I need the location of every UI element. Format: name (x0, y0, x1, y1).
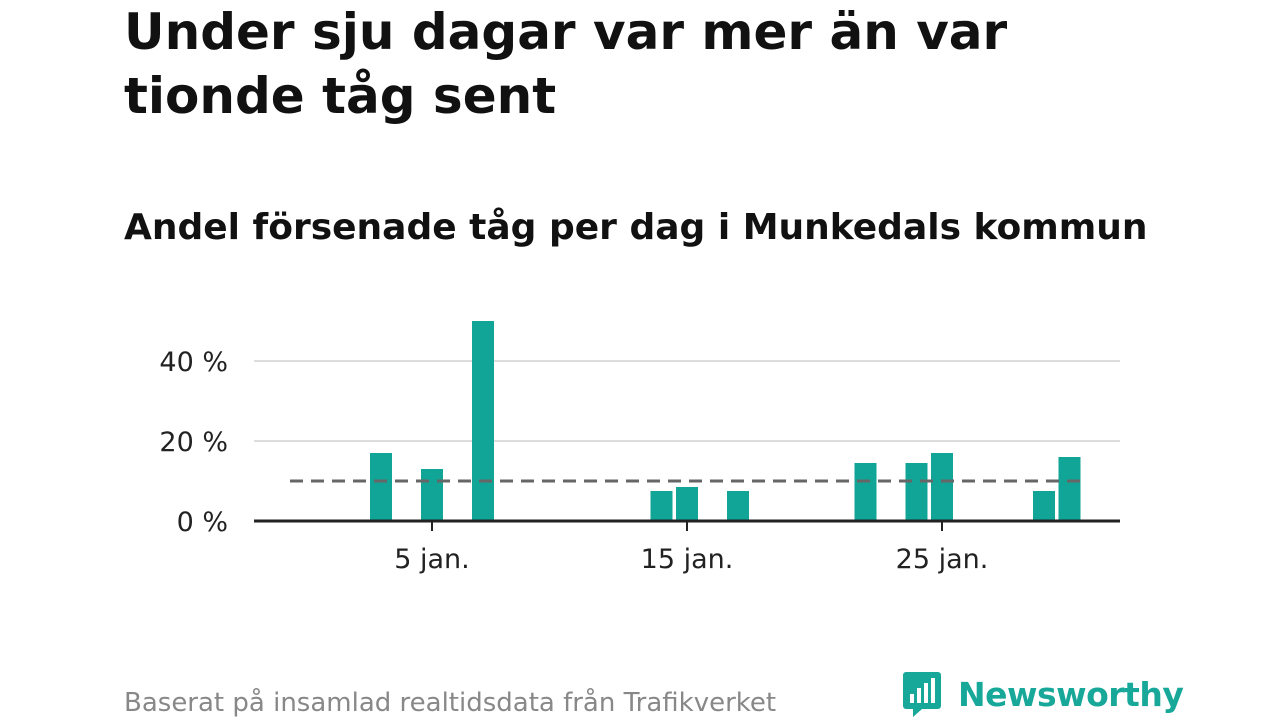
newsworthy-logo-icon (903, 672, 941, 717)
source-note: Baserat på insamlad realtidsdata från Tr… (124, 688, 777, 718)
bar-jan-30 (1058, 457, 1081, 521)
bar-jan-3 (370, 453, 392, 521)
x-tick-label-5: 5 jan. (394, 544, 470, 575)
bar-jan-17 (727, 491, 749, 521)
bar-jan-24 (905, 463, 928, 521)
newsworthy-logo[interactable]: Newsworthy (902, 670, 1184, 718)
chart-subtitle: Andel försenade tåg per dag i Munkedals … (124, 207, 1148, 248)
bar-jan-25 (931, 453, 953, 521)
x-tick-labels: 5 jan. 15 jan. 25 jan. (394, 544, 988, 575)
y-tick-labels: 0 % 20 % 40 % (159, 347, 228, 538)
brand-name: Newsworthy (958, 674, 1184, 714)
bar-jan-7 (472, 321, 494, 521)
bar-jan-22 (854, 463, 877, 521)
bar-jan-29 (1033, 491, 1055, 521)
chart-title: Under sju dagar var mer än var tionde tå… (124, 3, 1008, 125)
bar-jan-15 (676, 487, 698, 521)
grid-lines (254, 360, 1120, 442)
y-tick-label-20: 20 % (159, 427, 228, 458)
bars (370, 321, 1081, 521)
bar-chart: 0 % 20 % 40 % 5 jan. 15 jan. 25 jan. (159, 321, 1120, 575)
bar-jan-14 (650, 491, 673, 521)
y-tick-label-0: 0 % (177, 507, 228, 538)
axes (254, 519, 1120, 531)
bar-jan-5 (421, 469, 443, 521)
y-tick-label-40: 40 % (159, 347, 228, 378)
x-tick-label-15: 15 jan. (641, 544, 734, 575)
x-tick-label-25: 25 jan. (896, 544, 989, 575)
